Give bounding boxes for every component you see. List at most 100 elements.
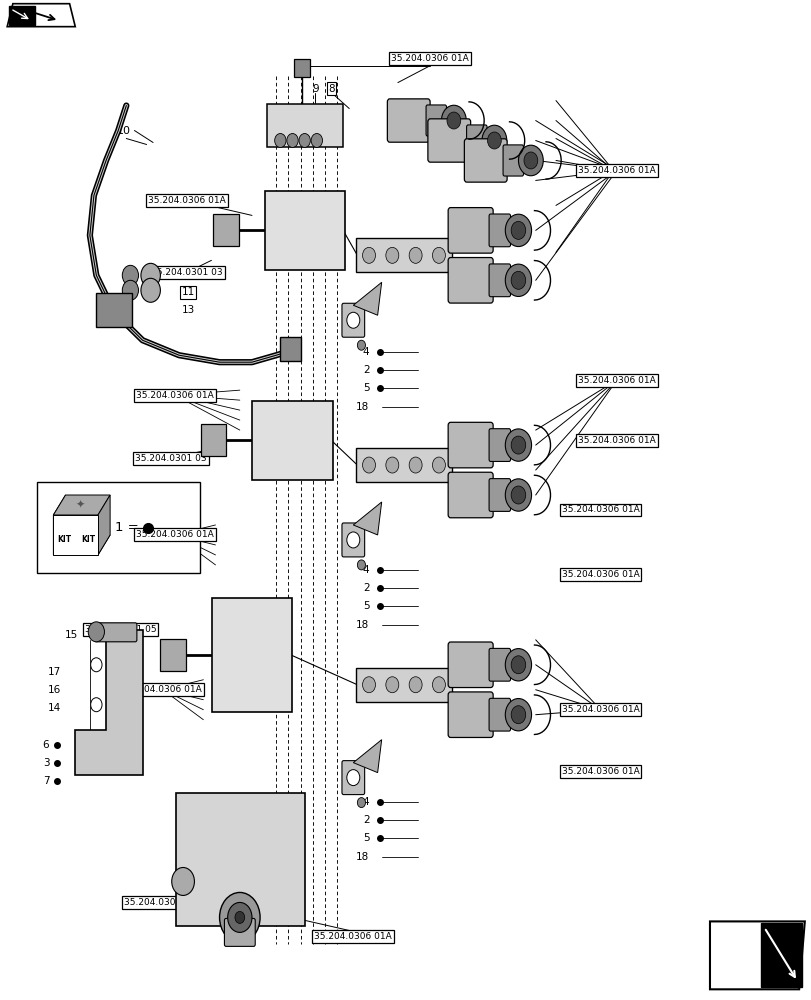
Text: 35.204.0306 01A: 35.204.0306 01A [136, 530, 213, 539]
Text: 35.204.0306 01A: 35.204.0306 01A [577, 166, 654, 175]
Circle shape [432, 247, 445, 263]
Circle shape [122, 280, 139, 300]
Text: 35.204.0306 01A: 35.204.0306 01A [148, 196, 225, 205]
Polygon shape [760, 923, 800, 987]
Polygon shape [353, 282, 381, 315]
Circle shape [346, 532, 359, 548]
Text: 9: 9 [311, 84, 318, 94]
Text: 35.204.0301 05: 35.204.0301 05 [84, 625, 157, 634]
Text: 35.204.0301 03: 35.204.0301 03 [135, 454, 207, 463]
FancyBboxPatch shape [448, 258, 492, 303]
Circle shape [286, 134, 298, 147]
Circle shape [504, 214, 531, 247]
Circle shape [504, 649, 531, 681]
Polygon shape [75, 630, 143, 775]
FancyBboxPatch shape [426, 105, 446, 136]
FancyBboxPatch shape [212, 598, 292, 712]
Circle shape [362, 457, 375, 473]
Text: 5: 5 [363, 601, 369, 611]
FancyBboxPatch shape [341, 303, 364, 337]
Circle shape [141, 278, 161, 302]
Text: 5: 5 [363, 833, 369, 843]
Text: 2: 2 [363, 815, 369, 825]
Polygon shape [353, 740, 381, 773]
FancyBboxPatch shape [252, 401, 333, 480]
Circle shape [298, 134, 310, 147]
Circle shape [504, 699, 531, 731]
Circle shape [141, 263, 161, 287]
Circle shape [385, 247, 398, 263]
Text: 2: 2 [363, 583, 369, 593]
Circle shape [362, 677, 375, 693]
Circle shape [171, 867, 194, 895]
Circle shape [523, 152, 537, 169]
Text: 11: 11 [181, 287, 195, 297]
Circle shape [219, 892, 260, 942]
FancyBboxPatch shape [448, 642, 492, 688]
Text: 12: 12 [181, 270, 195, 280]
Text: KIT: KIT [57, 535, 71, 544]
FancyBboxPatch shape [488, 698, 510, 731]
Text: 35.204.0306 01A: 35.204.0306 01A [136, 391, 213, 400]
FancyBboxPatch shape [466, 125, 487, 156]
FancyBboxPatch shape [488, 429, 510, 461]
FancyBboxPatch shape [448, 692, 492, 737]
Circle shape [409, 247, 422, 263]
FancyBboxPatch shape [37, 482, 200, 573]
FancyBboxPatch shape [175, 793, 304, 926]
FancyBboxPatch shape [212, 214, 238, 246]
FancyBboxPatch shape [464, 139, 507, 182]
Polygon shape [54, 535, 110, 555]
FancyBboxPatch shape [279, 337, 301, 361]
FancyBboxPatch shape [355, 238, 452, 272]
Circle shape [482, 125, 506, 156]
Circle shape [504, 429, 531, 461]
Text: 16: 16 [48, 685, 62, 695]
FancyBboxPatch shape [341, 523, 364, 557]
Text: 35.204.0306 01A: 35.204.0306 01A [561, 705, 638, 714]
Polygon shape [709, 921, 804, 989]
FancyBboxPatch shape [448, 208, 492, 253]
Text: 18: 18 [356, 402, 369, 412]
Text: 2: 2 [363, 365, 369, 375]
Circle shape [311, 134, 322, 147]
FancyBboxPatch shape [264, 191, 345, 270]
Polygon shape [7, 4, 75, 27]
Circle shape [357, 560, 365, 570]
Circle shape [510, 436, 525, 454]
Circle shape [504, 479, 531, 511]
Text: 35.204.0306 01A: 35.204.0306 01A [561, 767, 638, 776]
Text: 4: 4 [363, 565, 369, 575]
FancyBboxPatch shape [488, 264, 510, 297]
Text: 1 =: 1 = [114, 521, 143, 534]
FancyBboxPatch shape [387, 99, 430, 142]
Text: 10: 10 [116, 126, 131, 136]
Text: 35.204.0306 01A: 35.204.0306 01A [314, 932, 392, 941]
Polygon shape [54, 495, 66, 555]
Circle shape [409, 457, 422, 473]
Circle shape [227, 902, 251, 932]
FancyBboxPatch shape [488, 479, 510, 511]
Text: 4: 4 [363, 797, 369, 807]
Polygon shape [9, 6, 35, 25]
Circle shape [385, 677, 398, 693]
Circle shape [504, 264, 531, 296]
Circle shape [88, 622, 105, 642]
Circle shape [510, 221, 525, 239]
Circle shape [346, 312, 359, 328]
Circle shape [510, 656, 525, 674]
FancyBboxPatch shape [488, 214, 510, 247]
Circle shape [357, 798, 365, 808]
Circle shape [91, 698, 102, 712]
Circle shape [518, 145, 543, 176]
Circle shape [346, 770, 359, 786]
Circle shape [510, 486, 525, 504]
Circle shape [510, 706, 525, 724]
FancyBboxPatch shape [427, 119, 470, 162]
FancyBboxPatch shape [448, 472, 492, 518]
Circle shape [362, 247, 375, 263]
Text: 35.204.0306 01A: 35.204.0306 01A [561, 505, 638, 514]
Circle shape [432, 677, 445, 693]
Circle shape [357, 340, 365, 350]
Circle shape [487, 132, 500, 149]
